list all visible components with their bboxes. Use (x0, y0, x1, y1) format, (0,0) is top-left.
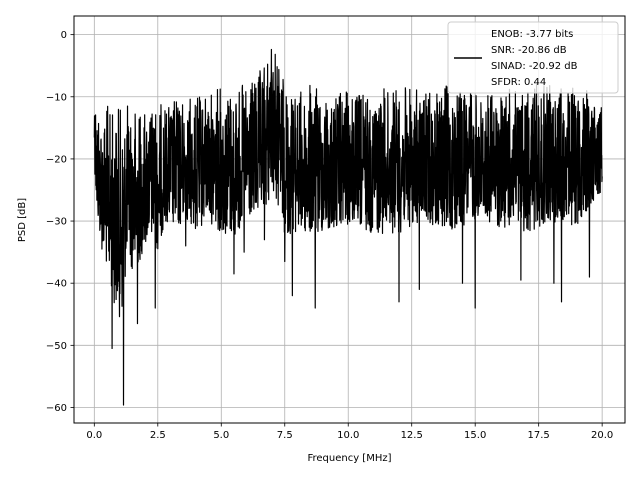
y-tick-label: 0 (61, 30, 67, 41)
y-tick-label: −50 (46, 341, 67, 352)
legend-line-sfdr: SFDR: 0.44 (491, 77, 546, 88)
x-tick-label: 5.0 (213, 430, 229, 441)
legend-line-enob: ENOB: -3.77 bits (491, 29, 573, 40)
x-tick-label: 20.0 (591, 430, 613, 441)
legend-line-sinad: SINAD: -20.92 dB (491, 61, 578, 72)
legend-line-snr: SNR: -20.86 dB (491, 45, 567, 56)
y-tick-label: −40 (46, 279, 67, 290)
x-axis-label: Frequency [MHz] (307, 453, 391, 464)
x-tick-label: 7.5 (277, 430, 293, 441)
y-axis-ticks: 0 −10 −20 −30 −40 −50 −60 (46, 30, 74, 414)
y-tick-label: −10 (46, 92, 67, 103)
plot-frame (73, 15, 626, 424)
x-tick-label: 15.0 (464, 430, 486, 441)
x-tick-label: 0.0 (86, 430, 102, 441)
x-tick-label: 12.5 (401, 430, 423, 441)
y-tick-label: −20 (46, 154, 67, 165)
x-axis-ticks: 0.0 2.5 5.0 7.5 10.0 12.5 15.0 17.5 20.0 (86, 423, 613, 441)
x-tick-label: 17.5 (528, 430, 550, 441)
series-layer (93, 48, 603, 406)
x-tick-label: 2.5 (150, 430, 166, 441)
y-tick-label: −60 (46, 403, 67, 414)
legend-box (447, 21, 619, 94)
y-tick-label: −30 (46, 217, 67, 228)
x-tick-label: 10.0 (337, 430, 359, 441)
legend: ENOB: -3.77 bits SNR: -20.86 dB SINAD: -… (447, 21, 619, 94)
y-axis-label: PSD [dB] (17, 198, 28, 242)
psd-series-line (93, 48, 603, 406)
